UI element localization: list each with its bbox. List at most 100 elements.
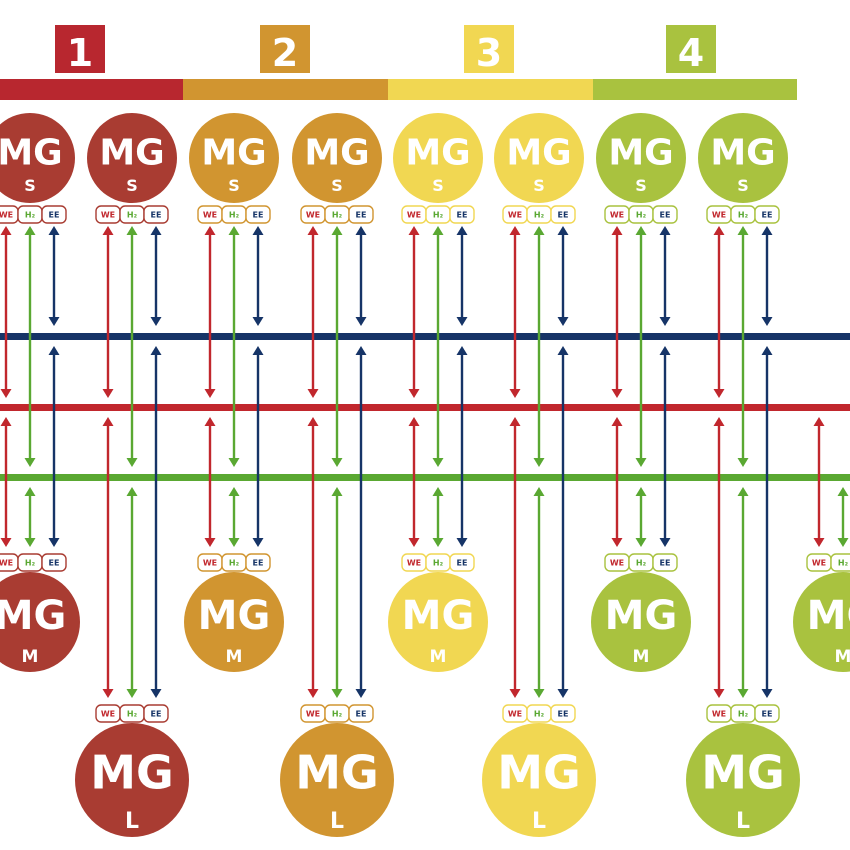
port-box: WE H₂ EE xyxy=(604,205,678,224)
port-ee xyxy=(550,205,576,224)
arrowhead xyxy=(635,226,647,235)
arrowhead xyxy=(252,346,264,355)
microgrid-m-11: MG M WE H₂ EE xyxy=(388,346,488,672)
node-circle xyxy=(494,113,584,203)
arrowhead xyxy=(48,346,60,355)
port-ee xyxy=(245,205,271,224)
microgrid-s-6: MG S WE H₂ EE xyxy=(494,113,584,467)
port-label-h2: H₂ xyxy=(433,211,444,220)
arrowhead xyxy=(24,487,36,496)
arrowhead xyxy=(456,317,468,326)
microgrid-l-15: MG L WE H₂ EE xyxy=(280,346,394,837)
node-size-label: S xyxy=(737,176,749,195)
node-circle xyxy=(87,113,177,203)
h2-arrow xyxy=(533,226,545,467)
we-arrow xyxy=(509,417,521,698)
node-circle xyxy=(596,113,686,203)
port-ee xyxy=(348,205,374,224)
node-label: MG xyxy=(198,593,271,639)
zone-number-box xyxy=(260,25,310,73)
we-bus-line xyxy=(0,404,850,411)
ee-arrow xyxy=(557,346,569,698)
node-circle xyxy=(184,572,284,672)
we-arrow xyxy=(0,226,12,398)
arrowhead xyxy=(432,487,444,496)
port-label-ee: EE xyxy=(253,211,264,220)
arrowhead xyxy=(150,346,162,355)
port-label-ee: EE xyxy=(558,710,569,719)
port-box: WE H₂ EE xyxy=(502,704,576,723)
zone-number: 2 xyxy=(272,31,298,75)
zone-band xyxy=(388,79,593,100)
arrowhead xyxy=(204,226,216,235)
h2-arrow xyxy=(24,226,36,467)
microgrid-m-12: MG M WE H₂ EE xyxy=(591,346,691,672)
zone-header-4: 4 xyxy=(593,25,797,100)
arrowhead xyxy=(813,538,825,547)
node-label: MG xyxy=(295,745,379,799)
node-label: MG xyxy=(710,132,775,173)
arrowhead xyxy=(611,389,623,398)
arrowhead xyxy=(533,458,545,467)
we-arrow xyxy=(813,417,825,547)
we-arrow xyxy=(713,226,725,398)
node-size-label: M xyxy=(226,647,243,667)
arrowhead xyxy=(408,538,420,547)
port-box: WE H₂ EE xyxy=(95,205,169,224)
port-box: WE H₂ EE xyxy=(197,553,271,572)
port-label-ee: EE xyxy=(457,211,468,220)
arrowhead xyxy=(456,538,468,547)
port-label-h2: H₂ xyxy=(636,559,647,568)
node-label: MG xyxy=(605,593,678,639)
microgrid-s-2: MG S WE H₂ EE xyxy=(87,113,177,467)
arrowhead xyxy=(307,417,319,426)
port-label-we: WE xyxy=(508,710,522,719)
arrowhead xyxy=(355,226,367,235)
ee-arrow xyxy=(252,346,264,547)
port-ee xyxy=(245,553,271,572)
arrowhead xyxy=(0,538,12,547)
ee-arrow xyxy=(48,226,60,326)
arrowhead xyxy=(509,389,521,398)
arrowhead xyxy=(659,317,671,326)
arrowhead xyxy=(611,226,623,235)
we-arrow xyxy=(611,226,623,398)
arrowhead xyxy=(0,389,12,398)
zone-number: 4 xyxy=(678,31,704,75)
arrowhead xyxy=(355,317,367,326)
arrowhead xyxy=(204,538,216,547)
h2-arrow xyxy=(331,487,343,698)
port-box: WE H₂ EE xyxy=(300,704,374,723)
node-label: MG xyxy=(0,132,63,173)
arrowhead xyxy=(635,458,647,467)
arrowhead xyxy=(408,226,420,235)
port-label-h2: H₂ xyxy=(433,559,444,568)
arrowhead xyxy=(813,417,825,426)
arrowhead xyxy=(331,487,343,496)
arrowhead xyxy=(659,226,671,235)
port-label-h2: H₂ xyxy=(332,211,343,220)
arrowhead xyxy=(48,226,60,235)
arrowhead xyxy=(713,689,725,698)
ee-arrow xyxy=(557,226,569,326)
arrowhead xyxy=(533,226,545,235)
arrowhead xyxy=(126,226,138,235)
h2-arrow xyxy=(737,226,749,467)
port-box: WE H₂ EE xyxy=(502,205,576,224)
ee-bus-line xyxy=(0,333,850,340)
port-ee xyxy=(143,704,169,723)
ee-arrow xyxy=(355,346,367,698)
arrowhead xyxy=(102,389,114,398)
arrowhead xyxy=(509,417,521,426)
arrowhead xyxy=(408,389,420,398)
arrowhead xyxy=(533,487,545,496)
node-circle xyxy=(686,723,800,837)
port-label-ee: EE xyxy=(151,211,162,220)
zone-band xyxy=(183,79,388,100)
port-box: WE H₂ EE xyxy=(300,205,374,224)
node-circle xyxy=(393,113,483,203)
node-size-label: S xyxy=(635,176,647,195)
ee-arrow xyxy=(48,346,60,547)
arrowhead xyxy=(737,226,749,235)
